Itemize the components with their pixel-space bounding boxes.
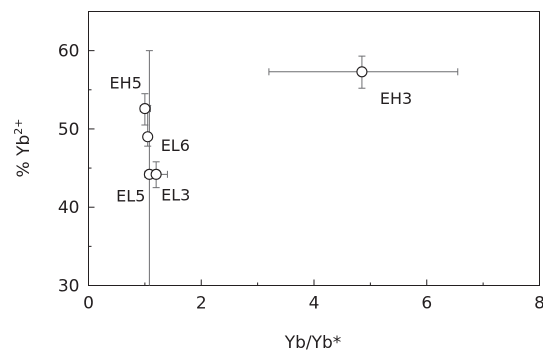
point-el3 bbox=[150, 168, 162, 180]
axis-ticks bbox=[88, 50, 540, 286]
y-tick-label-3: 60 bbox=[58, 42, 80, 62]
point-label-eh5: EH5 bbox=[110, 74, 142, 93]
point-label-eh3: EH3 bbox=[380, 89, 412, 108]
plot-frame bbox=[88, 11, 540, 286]
x-axis-title: Yb/Yb* bbox=[284, 333, 342, 353]
error-bar-el5 bbox=[144, 50, 154, 286]
y-axis-title-main: % Yb bbox=[14, 135, 34, 178]
x-tick-label-1: 2 bbox=[196, 294, 207, 314]
point-eh5 bbox=[139, 103, 151, 115]
y-axis-title: % Yb2+ bbox=[12, 119, 34, 178]
data-points bbox=[139, 66, 368, 180]
point-label-el3: EL3 bbox=[161, 185, 190, 204]
point-el6 bbox=[142, 131, 154, 143]
y-tick-label-0: 30 bbox=[58, 277, 80, 297]
y-tick-label-1: 40 bbox=[58, 198, 80, 218]
point-labels: EH3 EH5 EL6 EL5 EL3 bbox=[110, 74, 413, 206]
x-tick-label-3: 6 bbox=[421, 294, 432, 314]
y-tick-label-2: 50 bbox=[58, 120, 80, 140]
y-axis-title-superscript: 2+ bbox=[12, 119, 25, 135]
point-label-el6: EL6 bbox=[161, 136, 190, 155]
axis-tick-labels: 0 2 4 6 8 30 40 50 60 bbox=[58, 42, 543, 314]
error-bars bbox=[139, 50, 459, 286]
x-tick-label-0: 0 bbox=[83, 294, 94, 314]
x-tick-label-2: 4 bbox=[309, 294, 320, 314]
point-label-el5: EL5 bbox=[116, 186, 145, 205]
x-tick-label-4: 8 bbox=[534, 294, 543, 314]
point-eh3 bbox=[356, 66, 368, 78]
